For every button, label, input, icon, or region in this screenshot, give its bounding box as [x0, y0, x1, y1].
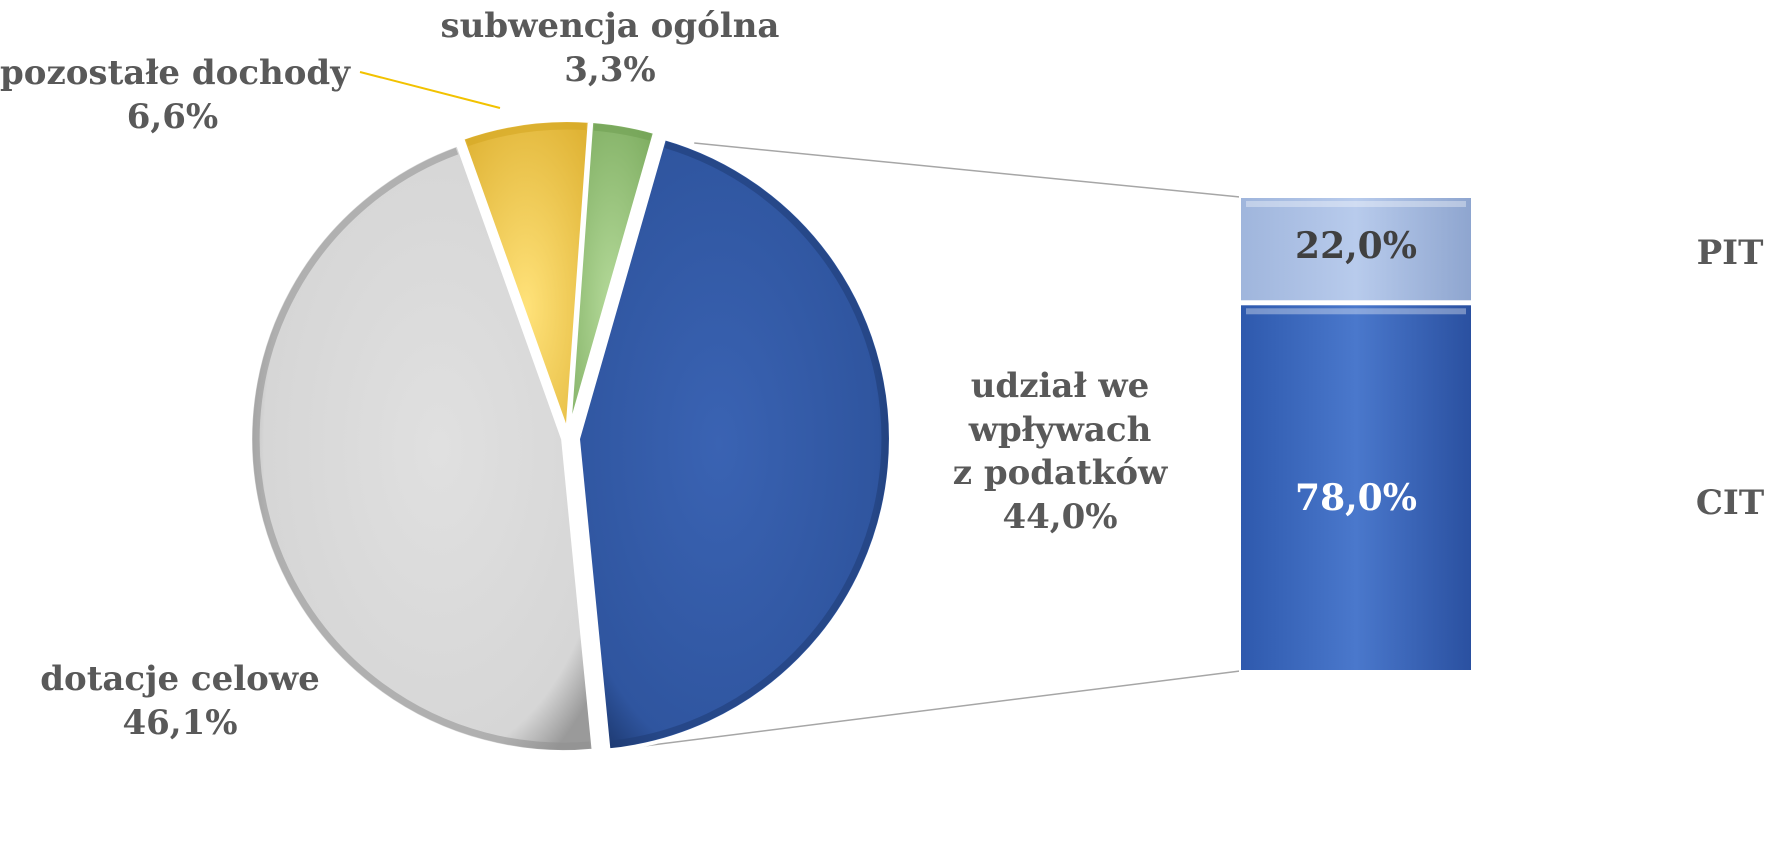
pie-label-subwencja: subwencja ogólna 3,3%	[430, 5, 790, 92]
pie-value-pozostale: 6,6%	[126, 96, 219, 137]
connector-line-0	[694, 142, 1241, 198]
pie-label-subwencja-line1: subwencja ogólna	[440, 6, 780, 46]
bar-value-cit: 78,0%	[1295, 477, 1417, 519]
leader-line-pozostale	[359, 71, 501, 109]
pie-value-subwencja: 3,3%	[564, 49, 656, 90]
pie-label-udzial-line3: z podatków	[952, 453, 1168, 494]
pie-slice-2	[459, 118, 592, 434]
pie-slice-rim-2	[466, 122, 587, 147]
pie-label-pozostale: pozostałe dochody 6,6%	[0, 52, 350, 139]
bar-segment-cit	[1239, 303, 1473, 672]
bar-value-pit: 22,0%	[1295, 225, 1417, 267]
bar-category-pit: PIT	[1696, 233, 1764, 273]
bar-segment-highlight-1	[1246, 308, 1466, 315]
pie-slice-rim-0	[610, 141, 889, 748]
bar-segment-highlight-0	[1246, 201, 1466, 207]
pie-label-udzial-line2: wpływach	[968, 409, 1152, 450]
bar-segment-pit	[1239, 196, 1473, 303]
bar-category-cit: CIT	[1695, 483, 1765, 523]
pie-slice-0	[575, 135, 893, 753]
pie-label-dotacje: dotacje celowe 46,1%	[30, 658, 330, 745]
pie-slice-rim-3	[593, 123, 652, 141]
pie-value-dotacje: 46,1%	[122, 702, 238, 743]
connector-line-1	[608, 670, 1241, 752]
pie-label-pozostale-line1: pozostałe dochody	[0, 53, 350, 93]
pie-slice-rim-1	[252, 147, 591, 750]
pie-value-udzial: 44,0%	[1002, 496, 1118, 537]
pie-slice-1	[248, 141, 596, 755]
pie-label-udzial: udział we wpływach z podatków 44,0%	[930, 365, 1190, 539]
pie-slice-3	[566, 118, 658, 434]
pie-label-dotacje-line1: dotacje celowe	[40, 659, 320, 699]
pie-label-udzial-line1: udział we	[970, 366, 1150, 406]
